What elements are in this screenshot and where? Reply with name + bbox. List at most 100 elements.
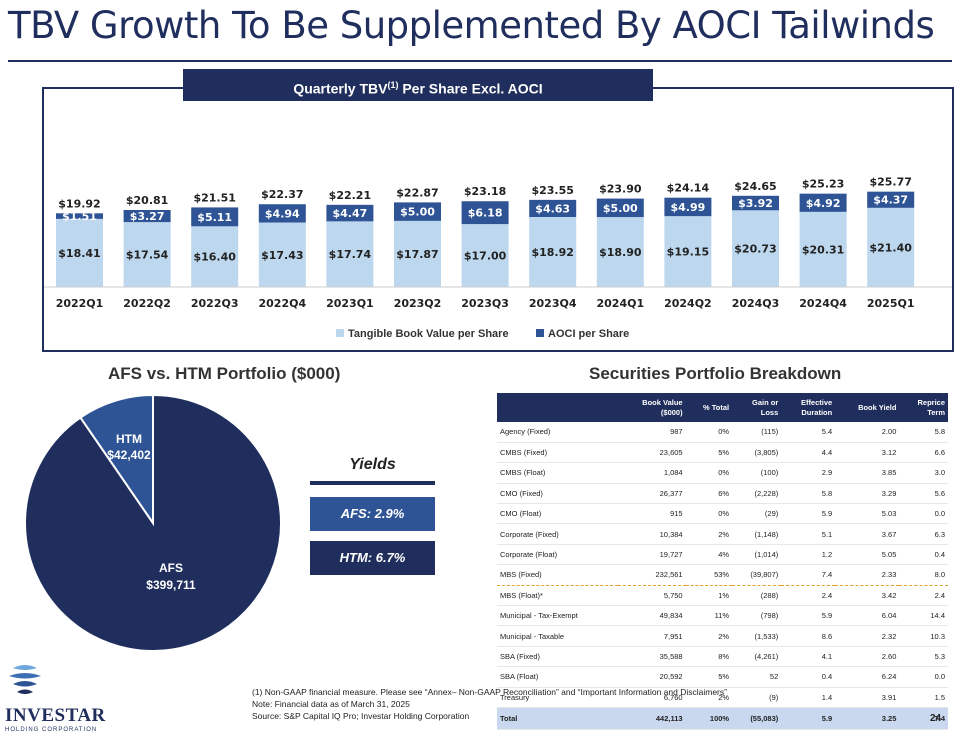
table-cell: 2.4 — [781, 585, 836, 607]
tbv-bar — [326, 221, 374, 287]
table-cell: (29) — [732, 503, 782, 525]
tbv-bar — [867, 207, 915, 287]
table-cell: 4% — [685, 544, 733, 566]
table-cell: (798) — [732, 605, 782, 627]
table-header-cell: % Total — [685, 393, 733, 422]
total-value-label: $24.65 — [734, 180, 776, 193]
table-cell: Corporate (Float) — [497, 544, 619, 566]
legend-swatch — [336, 329, 344, 337]
aoci-bar — [56, 213, 103, 219]
table-cell: 4.4 — [781, 442, 836, 464]
table-cell: CMO (Float) — [497, 503, 619, 525]
chart-header: Quarterly TBV(1) Per Share Excl. AOCI — [183, 69, 653, 101]
table-cell: 8.0 — [899, 564, 948, 586]
footnote-line: Source: S&P Capital IQ Pro; Investar Hol… — [252, 711, 470, 721]
table-cell: Agency (Fixed) — [497, 422, 619, 443]
x-tick-label: 2022Q2 — [123, 297, 171, 310]
tbv-bar — [461, 224, 509, 287]
total-value-label: $25.23 — [802, 178, 844, 191]
aoci-bar — [394, 202, 441, 221]
aoci-bar — [732, 195, 779, 211]
table-header-cell: Reprice Term — [899, 393, 948, 422]
table-cell: (2,228) — [732, 483, 782, 505]
tbv-value-label: $20.73 — [734, 243, 776, 256]
table-cell: Total — [497, 707, 619, 730]
aoci-bar — [664, 197, 712, 217]
table-cell: CMO (Fixed) — [497, 483, 619, 505]
table-row: SBA (Fixed) 35,588 8% (4,261) 4.1 2.60 5.3 — [497, 646, 948, 668]
table-cell: (288) — [732, 585, 782, 607]
tbv-value-label: $20.31 — [802, 243, 844, 256]
tbv-bar — [732, 210, 779, 287]
table-cell: 5.3 — [899, 646, 948, 668]
table-cell: SBA (Float) — [497, 666, 619, 688]
aoci-value-label: $4.94 — [265, 207, 300, 220]
table-cell: 6.04 — [835, 605, 900, 627]
tbv-value-label: $17.00 — [464, 250, 507, 263]
table-cell: (100) — [732, 462, 782, 484]
legend-label: Tangible Book Value per Share — [348, 328, 509, 340]
table-cell: 0.0 — [899, 503, 948, 525]
table-header-cell: Book Value ($000) — [618, 393, 686, 422]
table-cell: 3.29 — [835, 483, 900, 505]
total-value-label: $22.21 — [329, 189, 371, 202]
tbv-value-label: $21.40 — [869, 241, 912, 254]
table-cell: 1.4 — [781, 687, 836, 708]
pie-label-htm-value: $42,402 — [107, 448, 151, 462]
table-cell: 5.03 — [835, 503, 900, 525]
logo-subtitle: HOLDING CORPORATION — [5, 727, 98, 733]
table-row: CMBS (Fixed) 23,605 5% (3,805) 4.4 3.12 6.6 — [497, 442, 948, 464]
chart-header-sup: (1) — [387, 80, 399, 90]
logo-name: INVESTAR — [5, 705, 106, 726]
footnote-line: (1) Non-GAAP financial measure. Please s… — [252, 687, 727, 697]
table-cell: SBA (Fixed) — [497, 646, 619, 668]
aoci-bar — [258, 204, 306, 223]
table-total-row: Total 442,113 100% (55,083) 5.9 3.25 7.4 — [497, 707, 948, 730]
aoci-value-label: $3.92 — [738, 197, 773, 210]
table-cell: (55,083) — [732, 707, 782, 730]
table-cell: 19,727 — [618, 544, 686, 566]
table-row: Agency (Fixed) 987 0% (115) 5.4 2.00 5.8 — [497, 422, 948, 443]
x-tick-label: 2024Q1 — [596, 297, 644, 310]
total-value-label: $19.92 — [58, 197, 100, 210]
table-cell: 0.4 — [899, 544, 948, 566]
table-row: Treasury 6,760 2% (9) 1.4 3.91 1.5 — [497, 687, 948, 708]
table-cell: 5.1 — [781, 523, 836, 545]
table-cell: 1,084 — [618, 462, 686, 484]
table-cell: 5.05 — [835, 544, 900, 566]
table-cell: 0% — [685, 462, 733, 484]
chart-header-suffix: Per Share Excl. AOCI — [398, 80, 543, 97]
table-row: Corporate (Float) 19,727 4% (1,014) 1.2 5.05 0… — [497, 544, 948, 566]
table-cell: 5.8 — [899, 422, 948, 443]
afs-yield-badge: AFS: 2.9% — [310, 497, 435, 531]
total-value-label: $22.37 — [261, 188, 303, 201]
aoci-bar — [867, 191, 915, 208]
title-divider — [8, 60, 952, 62]
footnote-line: Note: Financial data as of March 31, 202… — [252, 699, 410, 709]
table-header-cell — [497, 393, 619, 422]
aoci-value-label: $4.37 — [873, 194, 908, 207]
yields-title: Yields — [349, 456, 396, 473]
table-cell: 5.6 — [899, 483, 948, 505]
aoci-value-label: $5.11 — [197, 211, 232, 224]
tbv-bar — [529, 216, 577, 287]
table-cell: 5.8 — [781, 483, 836, 505]
tbv-value-label: $18.92 — [531, 246, 573, 259]
aoci-value-label: $5.00 — [400, 206, 435, 219]
table-cell: 5.9 — [781, 605, 836, 627]
table-row: SBA (Float) 20,592 5% 52 0.4 6.24 0.0 — [497, 666, 948, 688]
x-tick-label: 2024Q4 — [799, 297, 847, 310]
pie-label-afs-name: AFS — [159, 561, 183, 575]
x-tick-label: 2024Q3 — [732, 297, 780, 310]
table-cell: (115) — [732, 422, 782, 443]
table-cell: 8.6 — [781, 625, 836, 647]
table-cell: 5% — [685, 666, 733, 688]
aoci-value-label: $3.27 — [130, 210, 165, 223]
table-cell: 1.2 — [781, 544, 836, 566]
table-cell: 7.4 — [899, 707, 948, 730]
tbv-bar — [596, 217, 644, 287]
aoci-bar — [461, 201, 509, 225]
table-cell: 3.42 — [835, 585, 900, 607]
table-cell: Treasury — [497, 687, 619, 708]
aoci-value-label: $4.99 — [671, 201, 706, 214]
